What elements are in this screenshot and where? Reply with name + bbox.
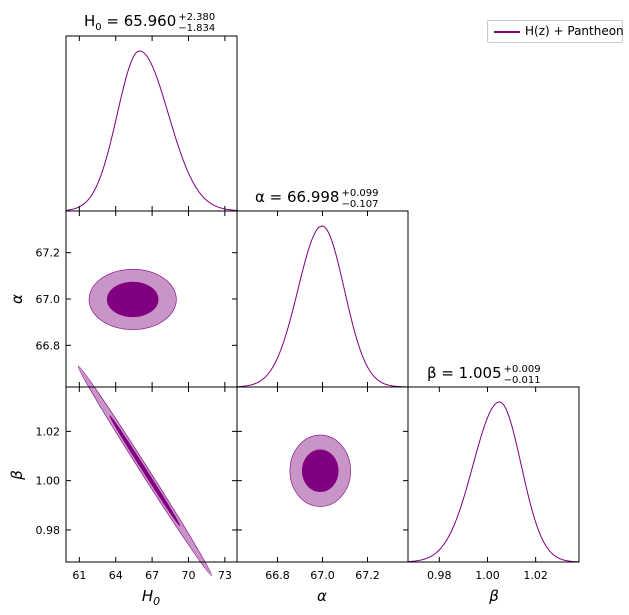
title-plus-H0: +2.380 xyxy=(178,12,215,23)
legend-label: H(z) + Pantheon xyxy=(525,24,624,38)
xtick-label-alpha-1: 67.0 xyxy=(310,569,335,582)
xaxis-label-H0: H0 xyxy=(142,587,160,608)
xtick-label-H0-0: 61 xyxy=(72,569,86,582)
contour-1sigma-H0-beta xyxy=(109,415,181,527)
title-plus-alpha: +0.099 xyxy=(341,188,378,199)
title-sub-H0: 0 xyxy=(95,22,101,33)
title-name-beta: β xyxy=(427,364,437,382)
panel-frame-1-1 xyxy=(236,210,409,388)
xtick-label-alpha-2: 67.2 xyxy=(355,569,380,582)
xaxis-label-beta: β xyxy=(488,587,499,605)
title-minus-beta: −0.011 xyxy=(504,375,541,386)
xtick-label-H0-4: 73 xyxy=(218,569,232,582)
title-name-alpha: α xyxy=(255,188,265,206)
yaxis-label-beta: β xyxy=(8,470,26,481)
xtick-label-beta-1: 1.00 xyxy=(475,569,500,582)
title-eq-H0: = 65.960 xyxy=(102,12,177,30)
xtick-label-H0-3: 70 xyxy=(181,569,195,582)
ytick-label-beta-1: 1.00 xyxy=(36,475,61,488)
ytick-label-beta-2: 1.02 xyxy=(36,425,61,438)
xtick-label-H0-1: 64 xyxy=(109,569,123,582)
title-minus-alpha: −0.107 xyxy=(341,199,378,210)
legend: H(z) + Pantheon xyxy=(487,20,624,43)
ytick-label-alpha-0: 66.8 xyxy=(36,339,61,352)
ytick-label-alpha-1: 67.0 xyxy=(36,293,61,306)
yaxis-label-alpha: α xyxy=(8,294,26,304)
legend-line-swatch xyxy=(494,31,520,33)
title-plus-beta: +0.009 xyxy=(504,364,541,375)
title-minus-H0: −1.834 xyxy=(178,23,215,34)
contour-1sigma-H0-alpha xyxy=(106,281,159,318)
xtick-label-alpha-0: 66.8 xyxy=(265,569,290,582)
title-alpha: α = 66.998 xyxy=(255,188,339,206)
panel-frame-0-0 xyxy=(65,35,238,212)
panel-frame-2-2 xyxy=(407,386,580,563)
xaxis-label-alpha: α xyxy=(317,587,327,605)
ytick-label-beta-0: 0.98 xyxy=(36,524,61,537)
posterior-curve-H0 xyxy=(65,50,238,211)
title-name-H0: H xyxy=(84,12,95,30)
xtick-label-H0-2: 67 xyxy=(145,569,159,582)
xtick-label-beta-0: 0.98 xyxy=(427,569,452,582)
xaxis-label-sub-H0: 0 xyxy=(153,595,160,608)
posterior-curve-alpha xyxy=(236,225,409,388)
posterior-curve-beta xyxy=(407,401,580,563)
title-H0: H0 = 65.960 xyxy=(84,12,176,33)
xtick-label-beta-2: 1.02 xyxy=(523,569,548,582)
title-beta: β = 1.005 xyxy=(427,364,502,382)
title-eq-beta: = 1.005 xyxy=(437,364,502,382)
ytick-label-alpha-2: 67.2 xyxy=(36,247,61,260)
title-eq-alpha: = 66.998 xyxy=(265,188,340,206)
contour-1sigma-alpha-beta xyxy=(301,449,339,493)
